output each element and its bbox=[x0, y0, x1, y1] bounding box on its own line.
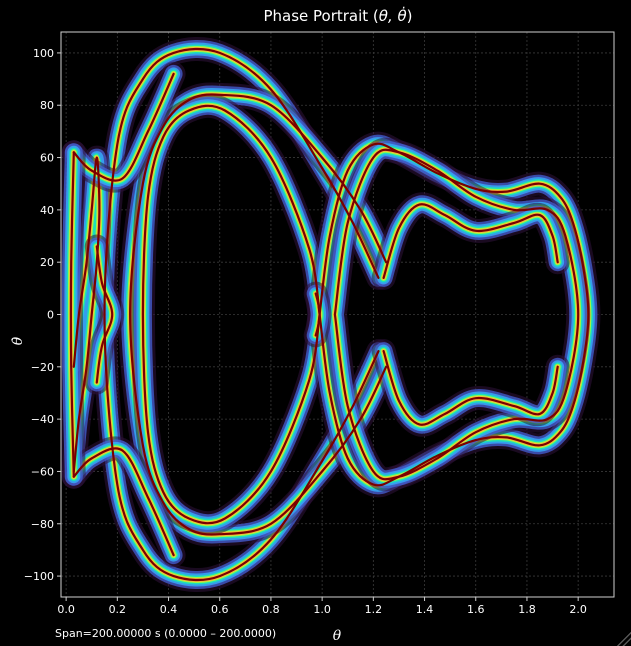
trajectory-line-11 bbox=[314, 292, 321, 337]
plot-area bbox=[61, 37, 601, 592]
x-tick-label: 0.8 bbox=[262, 603, 280, 616]
y-tick-label: −80 bbox=[31, 518, 54, 531]
trajectory-line-8 bbox=[95, 245, 114, 384]
y-tick-label: −40 bbox=[31, 413, 54, 426]
trajectory-line-9 bbox=[72, 72, 175, 182]
x-tick-label: 0.2 bbox=[109, 603, 127, 616]
trajectory-line-1 bbox=[129, 93, 388, 536]
trajectory-line-5 bbox=[382, 203, 559, 279]
y-axis-label: θ̇ bbox=[10, 336, 26, 345]
x-tick-label: 0.0 bbox=[57, 603, 75, 616]
y-tick-label: 100 bbox=[33, 47, 54, 60]
trajectory-line-0 bbox=[103, 47, 380, 582]
window-resize-grip[interactable] bbox=[615, 630, 631, 646]
y-tick-label: −100 bbox=[24, 570, 54, 583]
trajectory-line-7 bbox=[72, 156, 101, 473]
y-tick-label: 60 bbox=[40, 152, 54, 165]
x-tick-label: 2.0 bbox=[569, 603, 587, 616]
chart-title: Phase Portrait (θ, θ̇) bbox=[263, 6, 412, 25]
trajectory-line-4 bbox=[333, 148, 580, 481]
trajectory-lines bbox=[69, 47, 590, 582]
x-tick-label: 0.6 bbox=[211, 603, 229, 616]
span-readout: Span=200.00000 s (0.0000 – 200.0000) bbox=[55, 627, 276, 640]
trajectory-line-12 bbox=[69, 151, 75, 478]
x-tick-label: 1.8 bbox=[518, 603, 536, 616]
trajectory-line-10 bbox=[72, 447, 175, 557]
x-tick-label: 0.4 bbox=[160, 603, 178, 616]
x-tick-label: 1.6 bbox=[467, 603, 485, 616]
x-axis-ticks: 0.0 0.2 0.4 0.6 0.8 1.0 1.2 1.4 1.6 1.8 2.0 bbox=[57, 597, 587, 616]
y-axis-ticks: 100 80 60 40 20 0 −20 −40 −60 −80 −100 bbox=[24, 47, 61, 583]
y-tick-label: 40 bbox=[40, 204, 54, 217]
x-tick-label: 1.0 bbox=[313, 603, 331, 616]
y-tick-label: 20 bbox=[40, 256, 54, 269]
x-tick-label: 1.2 bbox=[365, 603, 383, 616]
y-tick-label: 80 bbox=[40, 99, 54, 112]
y-tick-label: −20 bbox=[31, 361, 54, 374]
trajectory-line-2 bbox=[141, 104, 321, 525]
y-tick-label: 0 bbox=[47, 309, 54, 322]
trajectory-line-6 bbox=[382, 350, 559, 426]
x-tick-label: 1.4 bbox=[416, 603, 434, 616]
y-tick-label: −60 bbox=[31, 465, 54, 478]
x-axis-label: θ bbox=[333, 628, 342, 644]
